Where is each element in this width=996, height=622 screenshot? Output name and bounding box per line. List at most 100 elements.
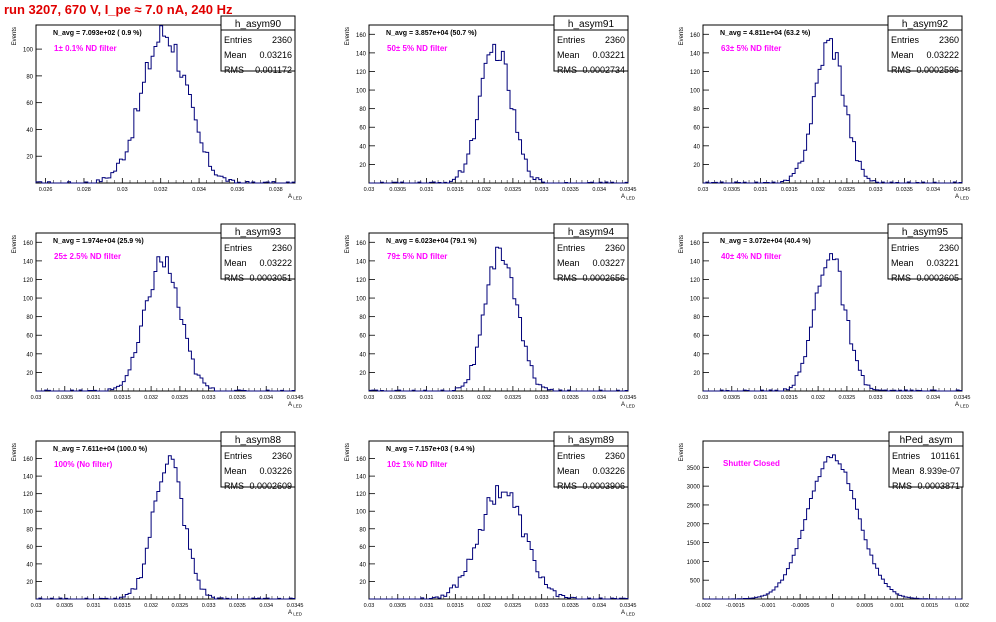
x-tick-label: 0.0345 bbox=[954, 187, 971, 193]
y-axis-title: Events bbox=[679, 27, 685, 45]
stats-value-mean: 0.03216 bbox=[259, 50, 292, 60]
y-tick-label: 100 bbox=[690, 297, 701, 303]
x-tick-label: 0.033 bbox=[869, 395, 883, 401]
x-tick-label: 0.034 bbox=[192, 187, 206, 193]
x-tick-label: 0.03 bbox=[364, 187, 375, 193]
x-tick-label: 0.0335 bbox=[562, 603, 579, 609]
x-tick-label: 0.0005 bbox=[856, 603, 873, 609]
x-tick-label: 0.031 bbox=[87, 603, 101, 609]
stats-label-entries: Entries bbox=[892, 451, 921, 461]
y-tick-label: 140 bbox=[356, 51, 367, 57]
histogram-line bbox=[36, 455, 296, 600]
x-axis-subscript: LED bbox=[959, 404, 970, 409]
x-tick-label: 0.031 bbox=[754, 187, 768, 193]
y-tick-label: 160 bbox=[356, 457, 367, 463]
histogram-name: h_asym94 bbox=[568, 227, 615, 238]
stats-label-entries: Entries bbox=[224, 451, 253, 461]
stats-box bbox=[553, 15, 629, 72]
x-tick-label: 0.0305 bbox=[723, 395, 740, 401]
y-tick-label: 60 bbox=[359, 334, 366, 340]
y-tick-label: 100 bbox=[356, 297, 367, 303]
histogram-line bbox=[369, 43, 629, 184]
x-tick-label: 0.0325 bbox=[838, 187, 855, 193]
x-tick-label: 0.034 bbox=[592, 603, 606, 609]
y-tick-label: 60 bbox=[359, 545, 366, 551]
x-tick-label: 0.031 bbox=[420, 395, 434, 401]
y-tick-label: 100 bbox=[356, 510, 367, 516]
y-tick-label: 3000 bbox=[687, 485, 701, 491]
y-tick-label: 140 bbox=[356, 259, 367, 265]
histogram-name: hPed_asym bbox=[900, 435, 953, 446]
x-axis-title: A LED bbox=[288, 610, 303, 617]
stats-box bbox=[553, 431, 629, 488]
stats-label-entries: Entries bbox=[224, 243, 253, 253]
y-tick-label: 100 bbox=[690, 89, 701, 95]
x-axis-subscript: LED bbox=[959, 196, 970, 201]
stats-value-rms: 0.0003871 bbox=[917, 481, 960, 491]
x-axis-subscript: LED bbox=[625, 404, 636, 409]
stats-label-mean: Mean bbox=[224, 50, 247, 60]
x-axis-title: A LED bbox=[955, 194, 970, 201]
y-tick-label: 1000 bbox=[687, 560, 701, 566]
x-tick-label: 0.034 bbox=[259, 395, 273, 401]
histogram-line bbox=[35, 25, 296, 184]
stats-value-mean: 0.03222 bbox=[259, 258, 292, 268]
navg-label: N_avg = 7.157e+03 ( 9.4 %) bbox=[386, 446, 475, 453]
x-tick-label: 0.032 bbox=[477, 603, 491, 609]
y-tick-label: 60 bbox=[26, 545, 33, 551]
x-tick-label: 0.0305 bbox=[389, 395, 406, 401]
stats-box bbox=[887, 15, 963, 72]
histogram-panel-h_asym90: 20 40 60 80 100 0.026 0.028 0.03 0.032 0.034 0.036… bbox=[12, 15, 303, 201]
x-tick-label: 0.03 bbox=[364, 603, 375, 609]
stats-label-mean: Mean bbox=[892, 466, 915, 476]
stats-value-entries: 2360 bbox=[605, 451, 625, 461]
x-axis-title: A LED bbox=[621, 402, 636, 409]
histogram-panel-h_asym95: 20 40 60 80 100 120 140 160 0.03 0.0305 0.031 0.031… bbox=[679, 223, 970, 409]
y-tick-label: 160 bbox=[23, 241, 34, 247]
stats-value-rms: 0.0002596 bbox=[916, 65, 959, 75]
x-tick-label: 0.001 bbox=[890, 603, 904, 609]
x-tick-label: 0.026 bbox=[39, 187, 53, 193]
x-tick-label: -0.002 bbox=[695, 603, 711, 609]
stats-label-entries: Entries bbox=[557, 35, 586, 45]
stats-label-rms: RMS bbox=[224, 65, 244, 75]
x-tick-label: 0.032 bbox=[144, 603, 158, 609]
stats-value-rms: 0.0002734 bbox=[582, 65, 625, 75]
filter-annotation: 25± 2.5% ND filter bbox=[54, 252, 121, 261]
y-tick-label: 40 bbox=[359, 352, 366, 358]
y-tick-label: 140 bbox=[356, 475, 367, 481]
histogram-name: h_asym88 bbox=[235, 435, 282, 446]
histogram-line bbox=[703, 253, 963, 392]
y-tick-label: 100 bbox=[356, 89, 367, 95]
filter-annotation: 79± 5% ND filter bbox=[387, 252, 447, 261]
stats-value-mean: 0.03221 bbox=[926, 258, 959, 268]
y-tick-label: 60 bbox=[26, 334, 33, 340]
y-tick-label: 20 bbox=[26, 155, 33, 161]
x-tick-label: 0.0315 bbox=[781, 187, 798, 193]
y-tick-label: 60 bbox=[693, 126, 700, 132]
y-tick-label: 80 bbox=[26, 527, 33, 533]
x-tick-label: -0.001 bbox=[760, 603, 776, 609]
plot-frame bbox=[702, 24, 963, 184]
x-axis-subscript: LED bbox=[625, 196, 636, 201]
x-tick-label: 0.032 bbox=[154, 187, 168, 193]
x-tick-label: -0.0015 bbox=[726, 603, 745, 609]
x-tick-label: 0.0335 bbox=[229, 603, 246, 609]
x-tick-label: 0.032 bbox=[811, 187, 825, 193]
x-axis-title: A LED bbox=[288, 402, 303, 409]
x-tick-label: 0.0335 bbox=[896, 395, 913, 401]
x-tick-label: 0.0305 bbox=[56, 603, 73, 609]
histogram-name: h_asym91 bbox=[568, 19, 615, 30]
y-axis-title: Events bbox=[345, 235, 351, 253]
x-tick-label: 0.0315 bbox=[114, 395, 131, 401]
stats-value-rms: 0.0002609 bbox=[249, 481, 292, 491]
y-tick-label: 2500 bbox=[687, 503, 701, 509]
x-tick-label: 0.0325 bbox=[171, 603, 188, 609]
navg-label: N_avg = 4.811e+04 (63.2 %) bbox=[720, 30, 810, 37]
histogram-line bbox=[36, 256, 296, 392]
filter-annotation: Shutter Closed bbox=[723, 459, 780, 468]
y-tick-label: 120 bbox=[356, 278, 367, 284]
histogram-panel-h_asym94: 20 40 60 80 100 120 140 160 0.03 0.0305 0.031 0.031… bbox=[345, 223, 636, 409]
filter-annotation: 1± 0.1% ND filter bbox=[54, 44, 117, 53]
